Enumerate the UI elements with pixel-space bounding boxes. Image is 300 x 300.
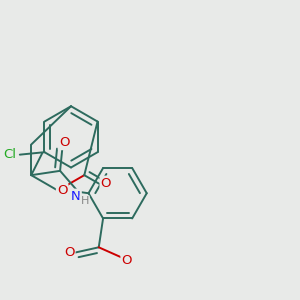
Text: O: O — [59, 136, 69, 149]
Text: Cl: Cl — [3, 148, 16, 161]
Text: N: N — [71, 190, 81, 203]
Text: O: O — [57, 184, 68, 197]
Text: O: O — [100, 177, 111, 190]
Text: O: O — [64, 246, 74, 259]
Text: H: H — [80, 196, 89, 206]
Text: O: O — [122, 254, 132, 267]
